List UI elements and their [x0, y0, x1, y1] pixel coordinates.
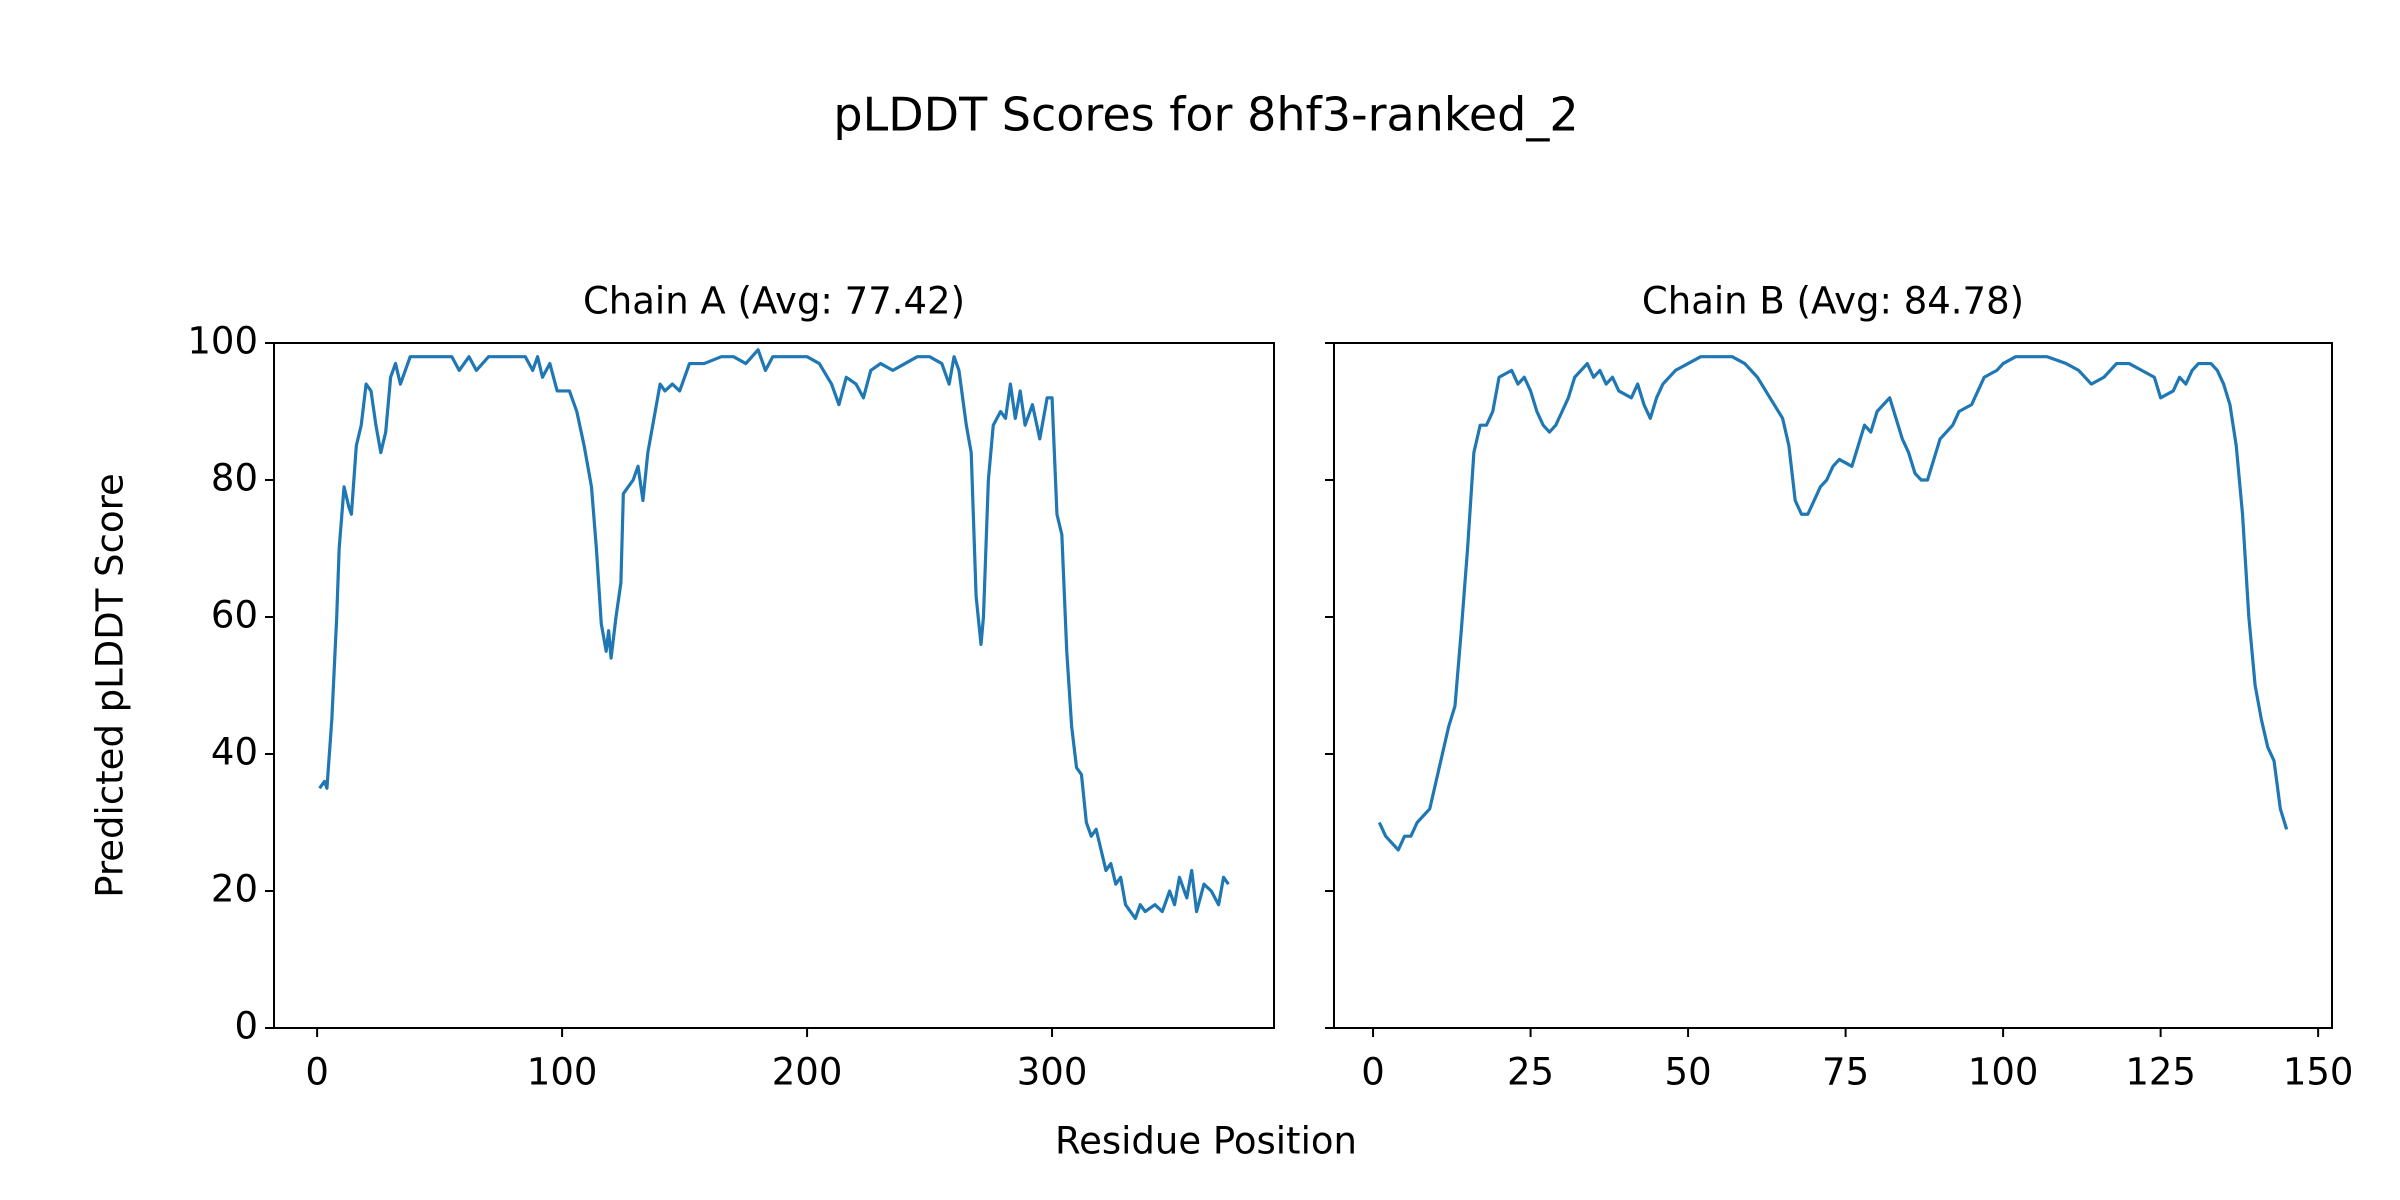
x-tick-label: 100 [527, 1051, 598, 1094]
y-tick-label: 40 [211, 731, 258, 774]
subplot-title: Chain B (Avg: 84.78) [1642, 280, 2024, 323]
x-tick-label: 0 [305, 1051, 329, 1094]
x-tick-label: 75 [1822, 1051, 1869, 1094]
x-tick-label: 150 [2283, 1051, 2354, 1094]
x-axis-label: Residue Position [1055, 1120, 1357, 1163]
x-tick-label: 125 [2125, 1051, 2196, 1094]
figure-title: pLDDT Scores for 8hf3-ranked_2 [833, 88, 1578, 142]
plot-frame [273, 342, 1275, 1029]
x-tick-label: 0 [1361, 1051, 1385, 1094]
y-tick-label: 0 [234, 1005, 258, 1048]
y-tick-label: 80 [211, 457, 258, 500]
subplot-title: Chain A (Avg: 77.42) [583, 280, 965, 323]
x-tick-label: 50 [1665, 1051, 1712, 1094]
y-tick-label: 20 [211, 868, 258, 911]
plot-frame [1333, 342, 2333, 1029]
y-tick-label: 60 [211, 594, 258, 637]
line-series [318, 348, 1230, 920]
x-tick-label: 300 [1017, 1051, 1088, 1094]
line-series [1377, 355, 2289, 852]
x-tick-label: 100 [1968, 1051, 2039, 1094]
y-tick-label: 100 [187, 320, 258, 363]
y-axis-label: Predicted pLDDT Score [89, 473, 132, 898]
x-tick-label: 200 [772, 1051, 843, 1094]
x-tick-label: 25 [1507, 1051, 1554, 1094]
